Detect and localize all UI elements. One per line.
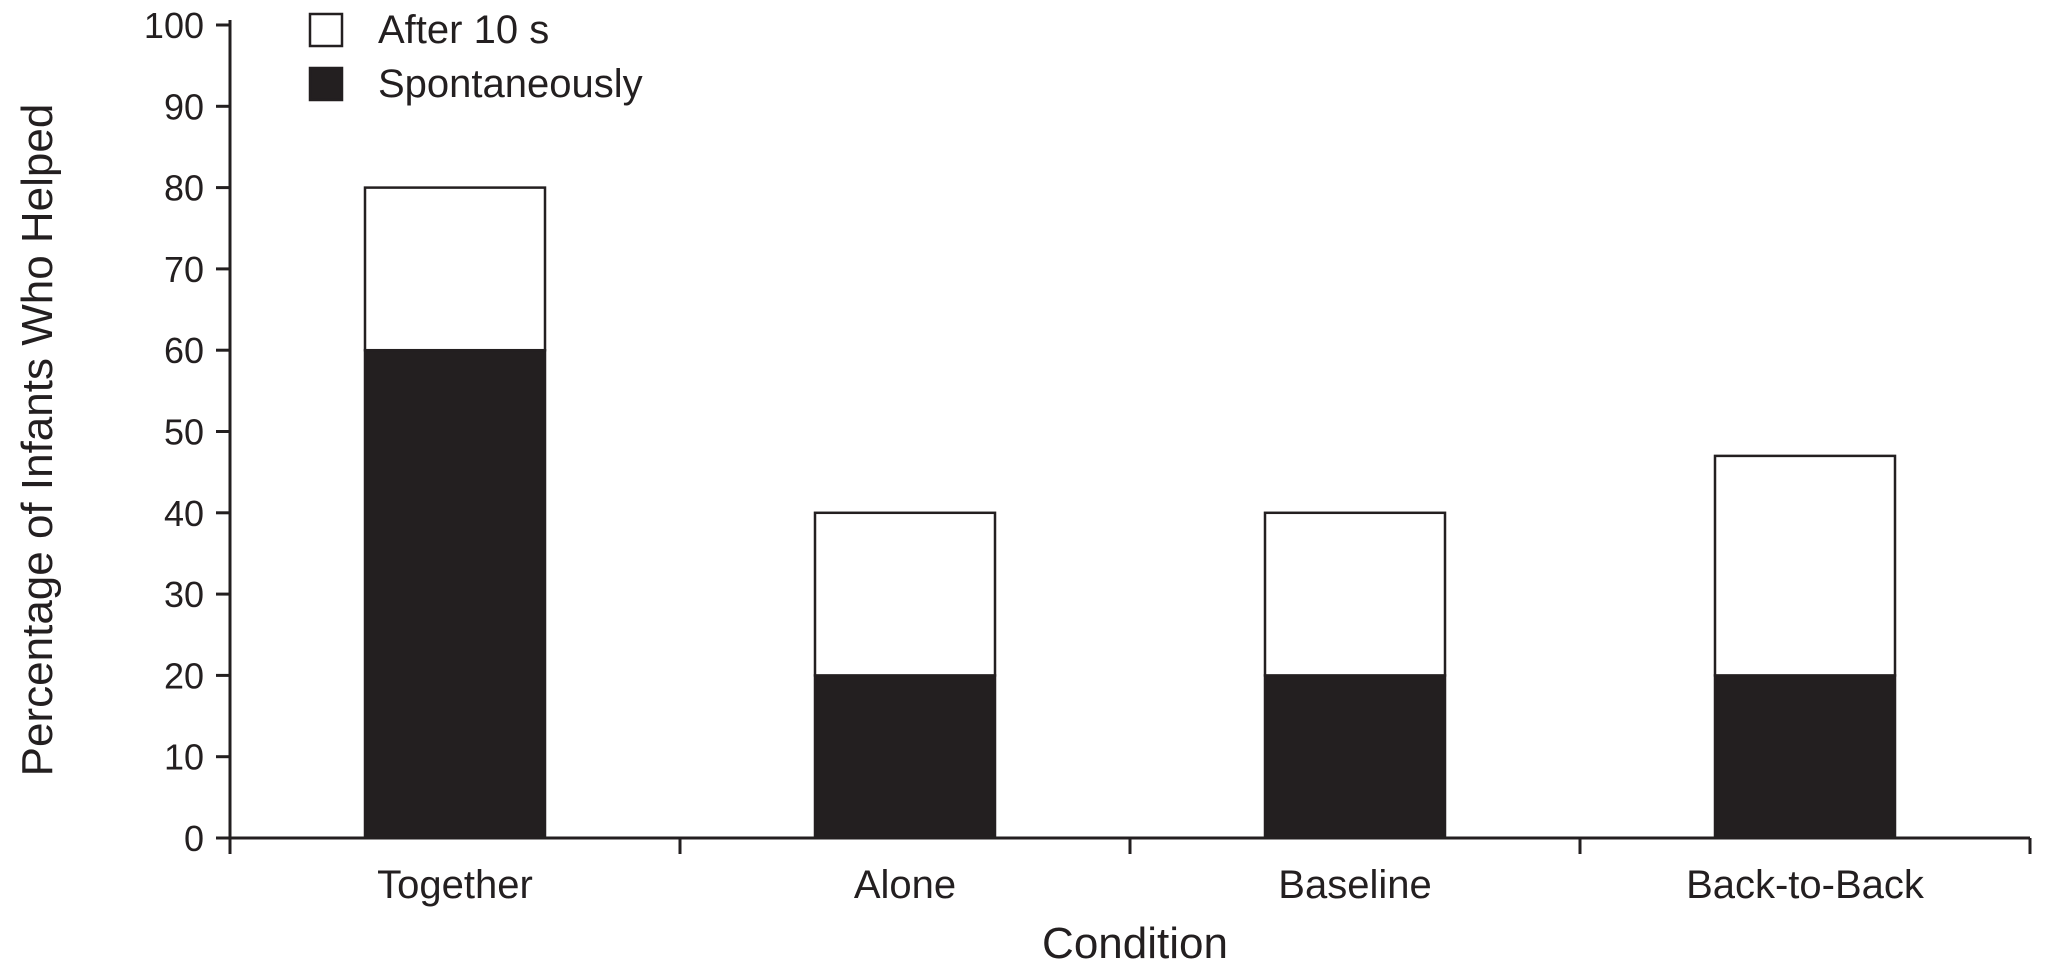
y-tick-label-30: 30 bbox=[164, 574, 204, 615]
bar-spontaneously-3 bbox=[1713, 674, 1897, 840]
y-tick-label-10: 10 bbox=[164, 737, 204, 778]
x-tick-label-baseline: Baseline bbox=[1278, 863, 1431, 907]
y-tick-label-80: 80 bbox=[164, 168, 204, 209]
y-tick-label-60: 60 bbox=[164, 330, 204, 371]
x-axis-title: Condition bbox=[1042, 919, 1228, 968]
legend-label-after-10s: After 10 s bbox=[378, 8, 549, 52]
bar-after-10s-1 bbox=[813, 511, 997, 677]
x-tick-label-alone: Alone bbox=[854, 863, 956, 907]
x-tick-label-back-to-back: Back-to-Back bbox=[1686, 863, 1925, 907]
y-tick-label-50: 50 bbox=[164, 412, 204, 453]
y-tick-label-0: 0 bbox=[184, 818, 204, 859]
axes-group: 0 10 20 30 40 50 60 70 80 90 100 Together Alone Basel… bbox=[144, 5, 2032, 907]
legend-swatch-after-10s bbox=[308, 12, 344, 48]
y-tick-label-40: 40 bbox=[164, 493, 204, 534]
y-tick-label-100: 100 bbox=[144, 5, 204, 46]
bar-spontaneously-2 bbox=[1263, 674, 1447, 840]
y-tick-label-20: 20 bbox=[164, 655, 204, 696]
legend: After 10 s Spontaneously bbox=[308, 8, 643, 106]
bar-after-10s-2 bbox=[1263, 511, 1447, 677]
bars-group bbox=[363, 186, 1897, 840]
bar-after-10s-0 bbox=[363, 186, 547, 352]
bar-spontaneously-1 bbox=[813, 674, 997, 840]
bar-after-10s-3 bbox=[1713, 454, 1897, 677]
legend-swatch-spontaneously bbox=[308, 66, 344, 102]
legend-label-spontaneously: Spontaneously bbox=[378, 62, 643, 106]
y-axis-title: Percentage of Infants Who Helped bbox=[13, 104, 62, 777]
bar-spontaneously-0 bbox=[363, 348, 547, 840]
y-tick-label-70: 70 bbox=[164, 249, 204, 290]
x-tick-label-together: Together bbox=[377, 863, 533, 907]
y-tick-label-90: 90 bbox=[164, 86, 204, 127]
